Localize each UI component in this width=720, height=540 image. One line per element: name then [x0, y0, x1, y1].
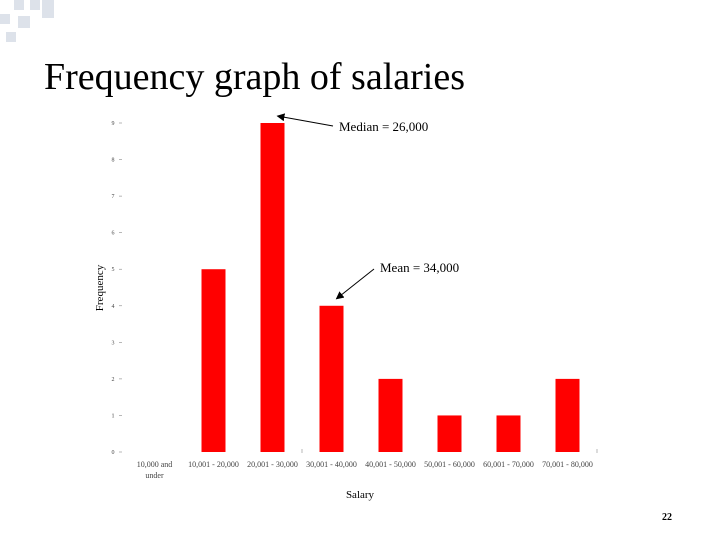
x-axis-label: Salary: [346, 489, 375, 501]
annotation-arrow: [335, 268, 375, 300]
bar-1: [201, 269, 226, 452]
bar-5: [437, 415, 462, 452]
annotation-label: Median = 26,000: [339, 119, 428, 134]
x-tick-label: 40,001 - 50,000: [365, 460, 416, 469]
x-tick-label: 10,001 - 20,000: [188, 460, 239, 469]
y-tick-label: 0: [112, 450, 115, 456]
x-tick-label: 10,000 and under: [137, 460, 173, 480]
x-tick-label: 70,001 - 80,000: [542, 460, 593, 469]
y-tick-label: 7: [112, 194, 115, 200]
bar-2: [260, 123, 285, 452]
slide-title: Frequency graph of salaries: [44, 56, 466, 98]
y-tick-label: 1: [112, 413, 115, 419]
x-tick-label: 30,001 - 40,000: [306, 460, 357, 469]
y-tick-label: 4: [112, 304, 115, 310]
bar-4: [378, 378, 403, 452]
y-tick-label: 9: [112, 121, 115, 127]
bar-7: [555, 378, 580, 452]
y-tick-label: 6: [112, 231, 115, 237]
bar-3: [319, 305, 344, 452]
x-tick-label: 20,001 - 30,000: [247, 460, 298, 469]
x-tick-label: 60,001 - 70,000: [483, 460, 534, 469]
y-tick-label: 3: [112, 340, 115, 346]
bar-6: [496, 415, 521, 452]
y-tick-label: 2: [112, 377, 115, 383]
y-tick-label: 8: [112, 158, 115, 164]
y-tick-label: 5: [112, 267, 115, 273]
corner-decoration: [0, 0, 60, 50]
annotation-arrow: [276, 113, 334, 127]
y-axis-label: Frequency: [94, 264, 106, 311]
annotation-label: Mean = 34,000: [380, 260, 459, 275]
x-tick-label: 50,001 - 60,000: [424, 460, 475, 469]
page-number: 22: [662, 512, 672, 523]
